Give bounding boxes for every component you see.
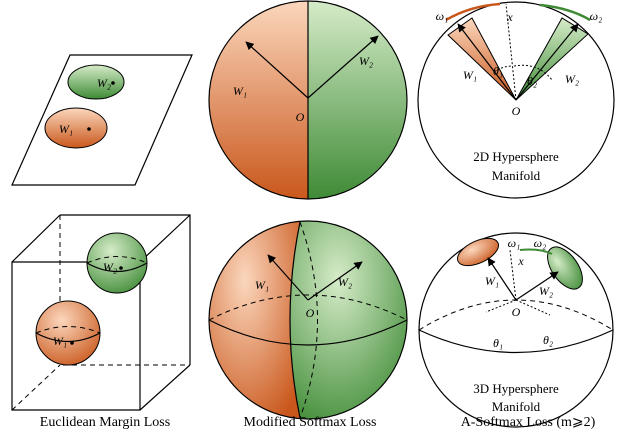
manifold-title: Manifold [492, 399, 541, 414]
symbol-label: W₂ [565, 72, 579, 86]
symbol-label: ω₂ [534, 236, 547, 250]
symbol-label: ω₁ [436, 9, 449, 23]
symbol-label: O [296, 110, 305, 124]
caption: A-Softmax Loss (m⩾2) [461, 415, 596, 430]
manifold-title: Manifold [492, 168, 541, 183]
symbol-label: W₁ [255, 278, 269, 292]
symbol-label: W₂ [103, 260, 117, 274]
symbol-label: W₂ [97, 76, 111, 90]
manifold-title: 2D Hypersphere [473, 149, 559, 164]
manifold-title: 3D Hypersphere [473, 381, 559, 396]
symbol-label: θ₁ [493, 336, 503, 350]
labels: W₁ W₂ W₁ W₂ Oω₁ ω₂ x θ₁ θ₂ W₁ W₂ O 2D Hypersphere Man… [40, 9, 603, 430]
symbol-label: O [512, 104, 521, 118]
symbol-label: θ₁ [493, 64, 503, 78]
symbol-label: ω₁ [508, 236, 521, 250]
symbol-label: O [512, 305, 521, 319]
symbol-label: O [306, 306, 315, 320]
symbol-label: W₂ [539, 284, 553, 298]
symbol-label: θ₂ [527, 74, 537, 88]
caption: Euclidean Margin Loss [40, 415, 170, 430]
caption: Modified Softmax Loss [244, 415, 377, 430]
symbol-label: x [517, 254, 524, 268]
symbol-label: W₁ [59, 122, 73, 136]
shapes [11, 0, 615, 428]
symbol-label: W₁ [485, 274, 499, 288]
symbol-label: W₁ [463, 68, 477, 82]
symbol-label: W₂ [359, 54, 373, 68]
symbol-label: W₁ [53, 334, 67, 348]
symbol-label: W₂ [338, 275, 352, 289]
symbol-label: θ₂ [543, 333, 553, 347]
symbol-label: x [506, 10, 513, 24]
symbol-label: W₁ [233, 84, 247, 98]
symbol-label: ω₂ [590, 9, 603, 23]
